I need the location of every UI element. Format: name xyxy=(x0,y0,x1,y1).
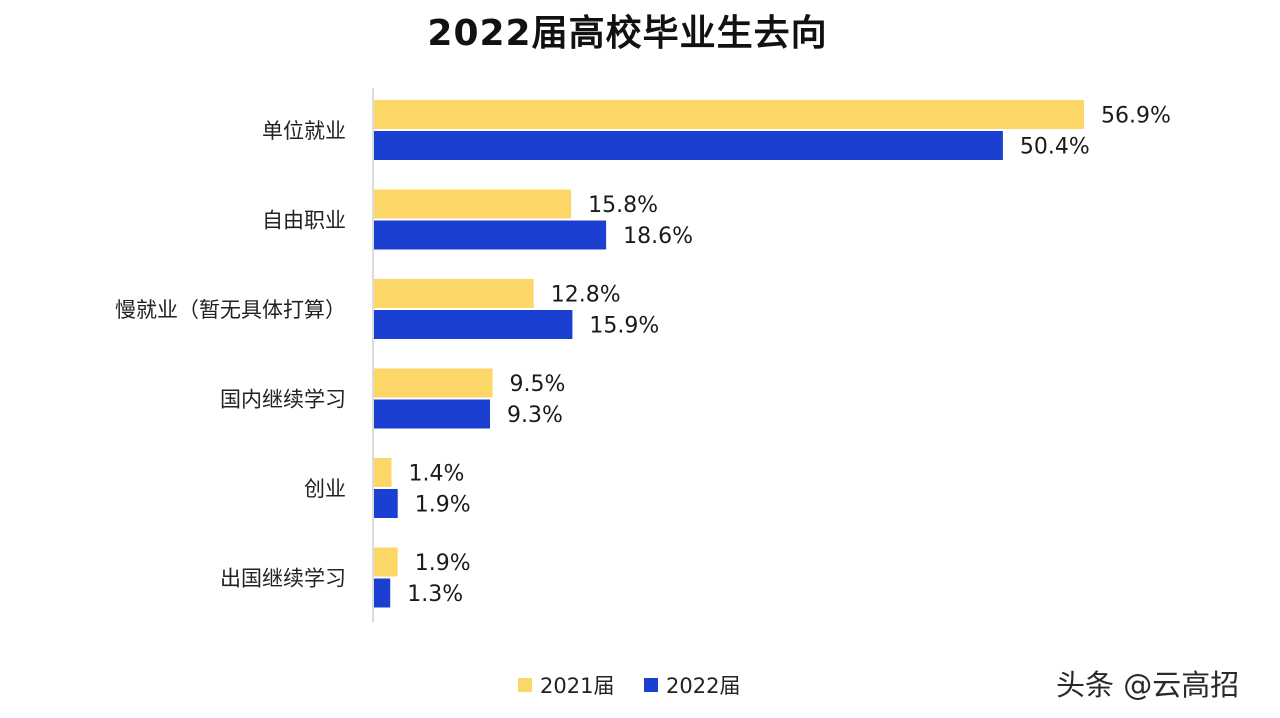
category-label: 慢就业（暂无具体打算） xyxy=(115,298,346,322)
category-label: 出国继续学习 xyxy=(220,567,346,591)
category-label: 单位就业 xyxy=(262,119,346,143)
bar-2022届 xyxy=(374,131,1003,160)
value-labels: 56.9% 50.4% 15.8% 18.6% 12.8% 15.9% 9.5% 9.3% 1.… xyxy=(407,104,1171,608)
data-label: 18.6% xyxy=(623,224,693,249)
category-label: 自由职业 xyxy=(262,209,346,233)
chart-title: 2022届高校毕业生去向 xyxy=(427,13,828,54)
legend-label-2021: 2021届 xyxy=(540,674,615,698)
bar-2021届 xyxy=(374,368,493,398)
data-label: 9.3% xyxy=(507,403,563,428)
bar-2022届 xyxy=(374,310,573,339)
category-label: 国内继续学习 xyxy=(220,388,346,412)
legend-swatch-2021 xyxy=(518,678,532,692)
bar-2022届 xyxy=(374,578,391,608)
bars xyxy=(374,100,1084,608)
category-label: 创业 xyxy=(304,477,346,501)
data-label: 50.4% xyxy=(1020,135,1090,160)
bar-2022届 xyxy=(374,220,607,250)
data-label: 9.5% xyxy=(510,372,566,397)
legend-item-2021: 2021届 xyxy=(518,670,614,700)
bar-2021届 xyxy=(374,189,572,219)
bar-2021届 xyxy=(374,279,534,308)
bar-2021届 xyxy=(374,458,392,487)
bar-2021届 xyxy=(374,100,1084,129)
bar-2022届 xyxy=(374,489,398,518)
bar-2021届 xyxy=(374,547,398,577)
legend-label-2022: 2022届 xyxy=(666,674,741,698)
data-label: 12.8% xyxy=(551,283,621,308)
bar-2022届 xyxy=(374,399,491,429)
legend-swatch-2022 xyxy=(644,678,658,692)
data-label: 1.9% xyxy=(415,493,471,518)
data-label: 56.9% xyxy=(1101,104,1171,129)
data-label: 1.9% xyxy=(415,551,471,576)
data-label: 15.8% xyxy=(588,193,658,218)
data-label: 1.3% xyxy=(407,582,463,607)
watermark: 头条 @云高招 xyxy=(1056,668,1240,702)
legend-item-2022: 2022届 xyxy=(644,670,740,700)
data-label: 1.4% xyxy=(408,462,464,487)
data-label: 15.9% xyxy=(589,314,659,339)
